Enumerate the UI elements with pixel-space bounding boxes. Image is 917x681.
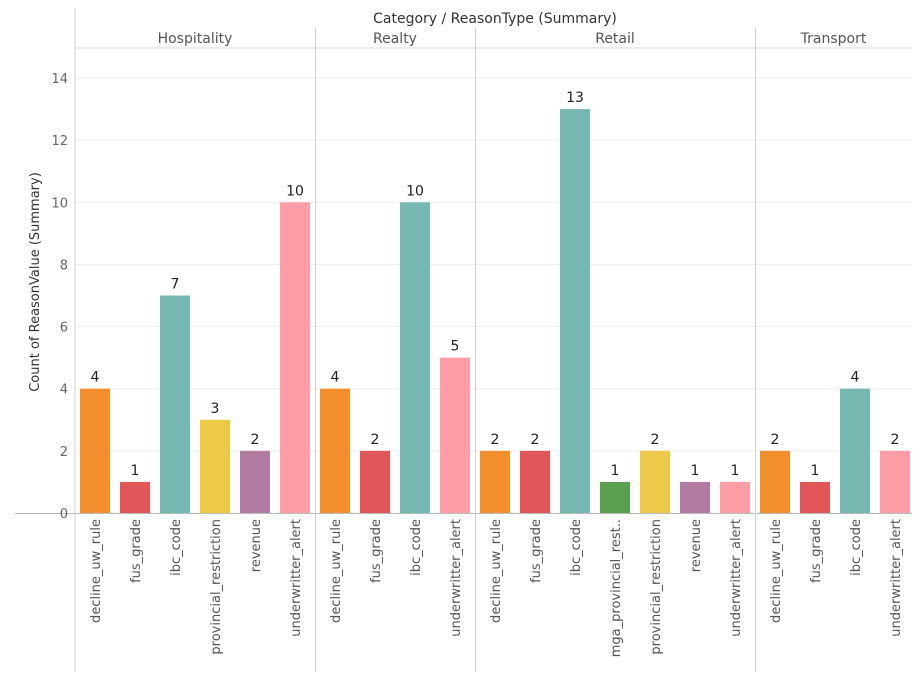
x-tick-label: fus_grade — [809, 519, 824, 583]
bar-transport-ibc_code — [840, 388, 870, 513]
x-axis-tick-labels: decline_uw_rule fus_grade ibc_code provinci… — [89, 519, 904, 657]
data-label: 1 — [131, 463, 140, 479]
bar-retail-decline_uw_rule — [480, 450, 510, 513]
x-tick-label: decline_uw_rule — [89, 519, 104, 623]
data-label: 2 — [531, 432, 540, 448]
bar-realty-fus_grade — [360, 450, 390, 513]
x-tick-label: underwritter_alert — [889, 519, 904, 637]
y-tick-label: 0 — [60, 507, 68, 522]
data-label: 4 — [851, 370, 860, 386]
category-header-retail: Retail — [595, 31, 635, 47]
x-tick-label: underwritter_alert — [729, 519, 744, 637]
category-header-hospitality: Hospitality — [158, 31, 233, 47]
bar-transport-decline_uw_rule — [760, 450, 790, 513]
x-tick-label: underwritter_alert — [289, 519, 304, 637]
bar-retail-revenue — [680, 481, 710, 513]
y-axis-label: Count of ReasonValue (Summary) — [28, 172, 43, 392]
data-label: 7 — [171, 277, 180, 293]
x-tick-label: provincial_restriction — [649, 519, 664, 655]
data-label: 13 — [566, 90, 584, 106]
x-tick-label: revenue — [249, 519, 264, 572]
bar-hospitality-fus_grade — [120, 481, 150, 513]
data-label: 1 — [731, 463, 740, 479]
gridlines — [75, 77, 912, 452]
bar-hospitality-revenue — [240, 450, 270, 513]
x-tick-label: mga_provincial_rest.. — [609, 519, 624, 657]
x-tick-label: fus_grade — [369, 519, 384, 583]
category-headers: Hospitality Realty Retail Transport — [158, 31, 867, 47]
x-tick-label: ibc_code — [169, 519, 184, 576]
data-label: 4 — [331, 370, 340, 386]
data-label: 1 — [811, 463, 820, 479]
bar-realty-decline_uw_rule — [320, 388, 350, 513]
data-label: 2 — [651, 432, 660, 448]
data-label: 10 — [406, 183, 424, 199]
data-label: 1 — [691, 463, 700, 479]
y-tick-label: 12 — [51, 134, 68, 149]
bar-retail-ibc_code — [560, 109, 590, 513]
category-header-realty: Realty — [373, 31, 417, 47]
bar-hospitality-decline_uw_rule — [80, 388, 110, 513]
x-tick-label: revenue — [689, 519, 704, 572]
y-tick-label: 8 — [60, 258, 68, 273]
y-tick-label: 6 — [60, 321, 68, 336]
chart-frame — [15, 8, 912, 672]
y-tick-label: 4 — [60, 383, 68, 398]
x-tick-label: ibc_code — [849, 519, 864, 576]
bar-hospitality-provincial_restriction — [200, 419, 230, 513]
data-label: 3 — [211, 401, 220, 417]
data-label: 5 — [451, 339, 460, 355]
x-tick-label: decline_uw_rule — [489, 519, 504, 623]
y-tick-label: 10 — [51, 196, 68, 211]
bar-transport-fus_grade — [800, 481, 830, 513]
data-label: 2 — [371, 432, 380, 448]
data-label: 2 — [491, 432, 500, 448]
x-tick-label: ibc_code — [569, 519, 584, 576]
bars — [80, 109, 910, 514]
bar-realty-underwritter_alert — [440, 357, 470, 513]
x-tick-label: ibc_code — [409, 519, 424, 576]
chart-title: Category / ReasonType (Summary) — [373, 11, 617, 27]
bar-retail-fus_grade — [520, 450, 550, 513]
bar-transport-underwritter_alert — [880, 450, 910, 513]
data-label: 4 — [91, 370, 100, 386]
bar-hospitality-underwritter_alert — [280, 202, 310, 514]
x-tick-label: fus_grade — [129, 519, 144, 583]
y-axis-ticks: 0 2 4 6 8 10 12 14 — [51, 72, 68, 522]
y-tick-label: 2 — [60, 445, 68, 460]
bar-retail-mga_provincial_rest — [600, 481, 630, 513]
x-tick-label: decline_uw_rule — [329, 519, 344, 623]
data-label: 10 — [286, 183, 304, 199]
data-labels: 4 1 7 3 2 10 4 2 10 5 2 2 13 1 2 1 1 2 1 4 2 — [91, 90, 900, 479]
bar-hospitality-ibc_code — [160, 295, 190, 513]
data-label: 2 — [251, 432, 260, 448]
data-label: 2 — [771, 432, 780, 448]
data-label: 2 — [891, 432, 900, 448]
bar-retail-provincial_restriction — [640, 450, 670, 513]
category-header-transport: Transport — [800, 31, 867, 47]
x-tick-label: fus_grade — [529, 519, 544, 583]
bar-retail-underwritter_alert — [720, 481, 750, 513]
x-tick-label: underwritter_alert — [449, 519, 464, 637]
x-tick-label: provincial_restriction — [209, 519, 224, 655]
x-tick-label: decline_uw_rule — [769, 519, 784, 623]
data-label: 1 — [611, 463, 620, 479]
y-tick-label: 14 — [51, 72, 68, 87]
bar-realty-ibc_code — [400, 202, 430, 514]
